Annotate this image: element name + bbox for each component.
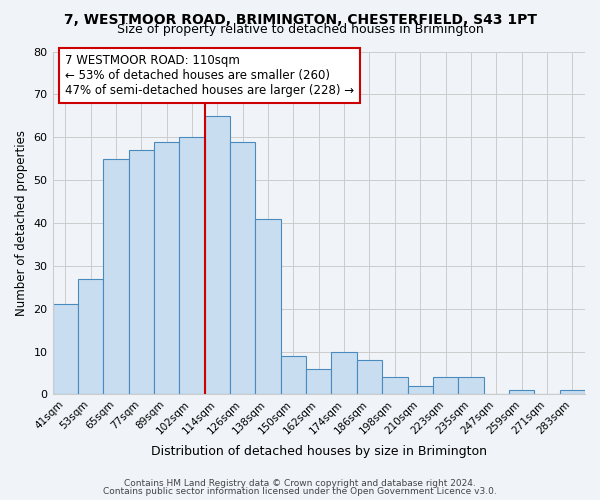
X-axis label: Distribution of detached houses by size in Brimington: Distribution of detached houses by size …: [151, 444, 487, 458]
Bar: [205, 116, 230, 394]
Bar: [306, 368, 331, 394]
Bar: [154, 142, 179, 394]
Bar: [128, 150, 154, 394]
Bar: [407, 386, 433, 394]
Bar: [509, 390, 534, 394]
Bar: [230, 142, 256, 394]
Text: Contains HM Land Registry data © Crown copyright and database right 2024.: Contains HM Land Registry data © Crown c…: [124, 478, 476, 488]
Bar: [281, 356, 306, 395]
Bar: [433, 378, 458, 394]
Bar: [78, 278, 103, 394]
Bar: [357, 360, 382, 394]
Text: 7 WESTMOOR ROAD: 110sqm
← 53% of detached houses are smaller (260)
47% of semi-d: 7 WESTMOOR ROAD: 110sqm ← 53% of detache…: [65, 54, 355, 96]
Text: Size of property relative to detached houses in Brimington: Size of property relative to detached ho…: [116, 22, 484, 36]
Bar: [179, 137, 205, 394]
Bar: [458, 378, 484, 394]
Text: 7, WESTMOOR ROAD, BRIMINGTON, CHESTERFIELD, S43 1PT: 7, WESTMOOR ROAD, BRIMINGTON, CHESTERFIE…: [64, 12, 536, 26]
Bar: [382, 378, 407, 394]
Bar: [331, 352, 357, 395]
Bar: [53, 304, 78, 394]
Y-axis label: Number of detached properties: Number of detached properties: [15, 130, 28, 316]
Text: Contains public sector information licensed under the Open Government Licence v3: Contains public sector information licen…: [103, 487, 497, 496]
Bar: [256, 218, 281, 394]
Bar: [103, 158, 128, 394]
Bar: [560, 390, 585, 394]
